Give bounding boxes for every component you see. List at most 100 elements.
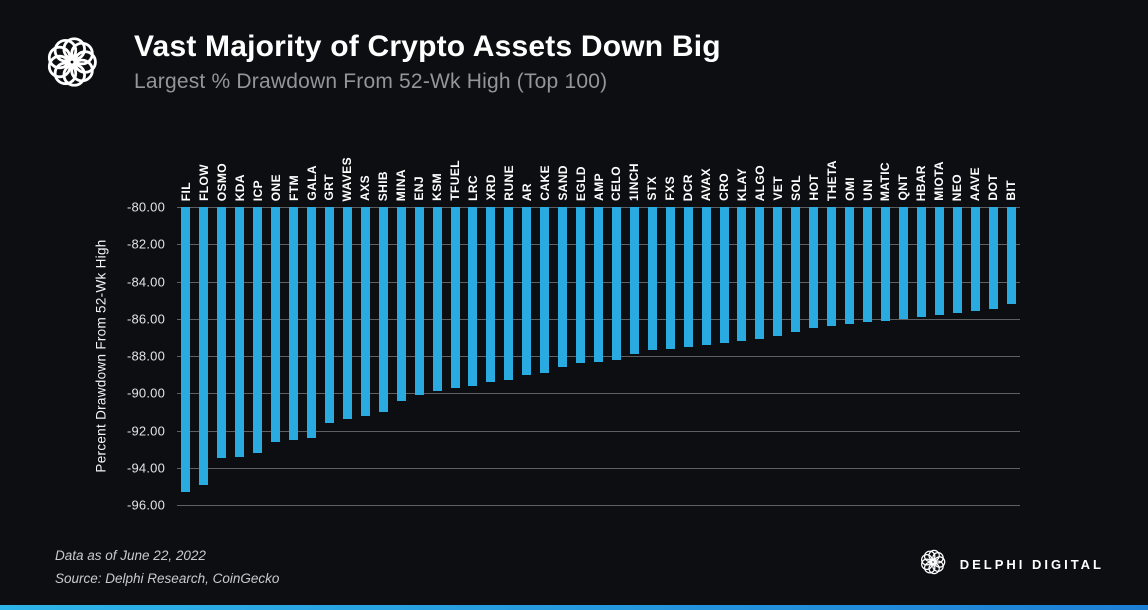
gridline [177,467,1020,469]
gridline [177,393,1020,395]
x-label-AVAX: AVAX [699,167,714,201]
x-label-DOT: DOT [986,174,1001,201]
x-label-FLOW: FLOW [196,164,211,201]
x-label-GALA: GALA [304,165,319,201]
bar-1INCH [629,207,639,355]
bar-VET [773,207,783,336]
bottom-accent-bar [0,605,1148,610]
bar-TFUEL [450,207,460,388]
bar-ENJ [414,207,424,396]
y-tick-label: -96.00 [126,497,165,513]
x-label-UNI: UNI [860,179,875,201]
brand-name: DELPHI DIGITAL [959,557,1104,572]
bar-OMI [845,207,855,325]
bar-CRO [719,207,729,343]
x-label-XRD: XRD [483,174,498,201]
x-label-EGLD: EGLD [573,166,588,201]
y-axis-label: Percent Drawdown From 52-Wk High [93,239,109,473]
bar-AAVE [970,207,980,312]
x-label-BIT: BIT [1004,180,1019,201]
gridline [177,430,1020,432]
bar-EGLD [576,207,586,364]
bar-AVAX [701,207,711,345]
bar-AMP [594,207,603,362]
bar-FXS [665,207,675,349]
bar-DOT [988,207,998,310]
header-text: Vast Majority of Crypto Assets Down Big … [134,30,721,94]
footnotes: Data as of June 22, 2022 Source: Delphi … [55,545,279,590]
y-tick-label: -92.00 [126,423,165,438]
x-label-DCR: DCR [681,173,696,201]
x-label-RUNE: RUNE [501,165,516,201]
bar-SOL [791,207,801,332]
bar-GALA [307,207,317,438]
source-note: Source: Delphi Research, CoinGecko [55,570,280,586]
x-label-THETA: THETA [824,159,839,201]
bar-GRT [324,207,334,424]
bar-DCR [683,207,693,347]
x-label-FXS: FXS [663,176,678,201]
bar-FTM [289,207,299,440]
page-title: Vast Majority of Crypto Assets Down Big [134,30,721,63]
y-tick-label: -80.00 [126,199,165,215]
x-label-SAND: SAND [555,165,570,201]
x-label-HOT: HOT [806,174,821,201]
bar-SAND [558,207,568,368]
y-tick-label: -82.00 [126,236,165,252]
bar-FLOW [199,207,209,485]
x-label-ENJ: ENJ [412,176,427,201]
x-label-KDA: KDA [232,173,247,201]
bar-UNI [863,207,873,323]
gridline [177,505,1020,506]
bar-RUNE [504,207,514,381]
x-label-AAVE: AAVE [968,166,983,201]
x-label-ALGO: ALGO [752,164,767,201]
x-label-CAKE: CAKE [537,165,552,201]
data-as-of-note: Data as of June 22, 2022 [55,548,206,564]
x-label-NEO: NEO [950,173,965,201]
x-label-QNT: QNT [896,174,911,201]
x-label-LRC: LRC [465,175,480,201]
x-label-OMI: OMI [842,177,857,201]
bar-WAVES [342,207,352,420]
x-label-AMP: AMP [591,173,606,201]
bar-HOT [809,207,819,329]
bar-MATIC [880,207,890,321]
x-label-ICP: ICP [250,179,265,201]
x-label-STX: STX [645,176,660,201]
bar-LRC [468,207,478,386]
x-label-AR: AR [519,182,534,201]
y-tick-label: -84.00 [126,274,165,289]
header: Vast Majority of Crypto Assets Down Big … [42,30,721,94]
x-label-MATIC: MATIC [878,161,893,201]
x-label-AXS: AXS [358,175,373,201]
x-label-FIL: FIL [178,181,193,201]
bar-FIL [181,207,191,492]
x-label-CRO: CRO [717,173,732,201]
x-label-WAVES: WAVES [340,156,355,201]
bar-ICP [253,207,263,453]
x-label-ONE: ONE [268,173,283,201]
x-label-OSMO: OSMO [214,162,229,201]
x-label-SOL: SOL [788,175,803,201]
x-label-VET: VET [770,176,785,201]
bar-NEO [952,207,962,314]
delphi-digital-logo-icon [918,547,948,582]
bar-OSMO [217,207,227,459]
bar-ALGO [755,207,765,340]
delphi-logo-icon [42,32,102,92]
bar-SHIB [378,207,388,412]
bar-ONE [271,207,281,442]
x-label-SHIB: SHIB [376,170,391,201]
x-label-MINA: MINA [394,168,409,201]
y-tick-label: -94.00 [126,460,165,476]
bar-KDA [235,207,245,457]
bar-BIT [1006,207,1016,304]
bar-MIOTA [934,207,944,316]
y-tick-label: -88.00 [126,348,165,364]
x-label-HBAR: HBAR [914,164,929,201]
y-tick-label: -86.00 [126,311,165,327]
bar-CELO [611,207,621,360]
x-label-FTM: FTM [286,175,301,201]
